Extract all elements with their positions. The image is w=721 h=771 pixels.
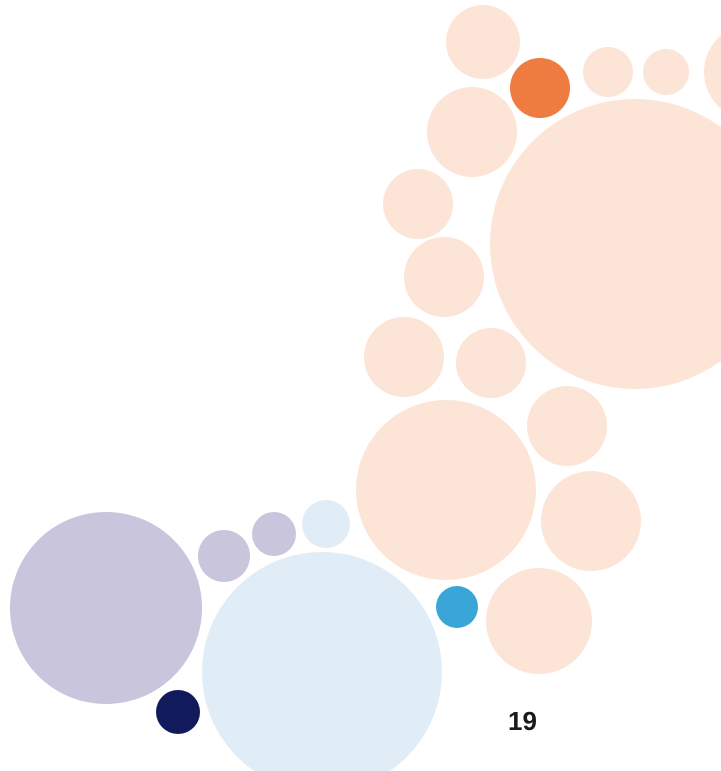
decor-bubble-cyan [436,586,478,628]
decor-bubble-orange [510,58,570,118]
decor-bubble [486,568,592,674]
decor-bubble [490,99,721,389]
decor-bubble [364,317,444,397]
decor-bubble [446,5,520,79]
decor-bubble [202,552,442,771]
decor-bubble [527,386,607,466]
decor-bubble [704,35,721,109]
decor-bubble [383,169,453,239]
decor-bubble [302,500,350,548]
decor-bubble [198,530,250,582]
decor-bubble [427,87,517,177]
decor-bubble [10,512,202,704]
decor-bubble [643,49,689,95]
decor-bubble [404,237,484,317]
decor-bubble-navy [156,690,200,734]
decor-bubble [583,47,633,97]
page-number: 19 [508,706,537,736]
decor-bubble [356,400,536,580]
decor-bubble [541,471,641,571]
decor-bubble [252,512,296,556]
decor-bubble [456,328,526,398]
